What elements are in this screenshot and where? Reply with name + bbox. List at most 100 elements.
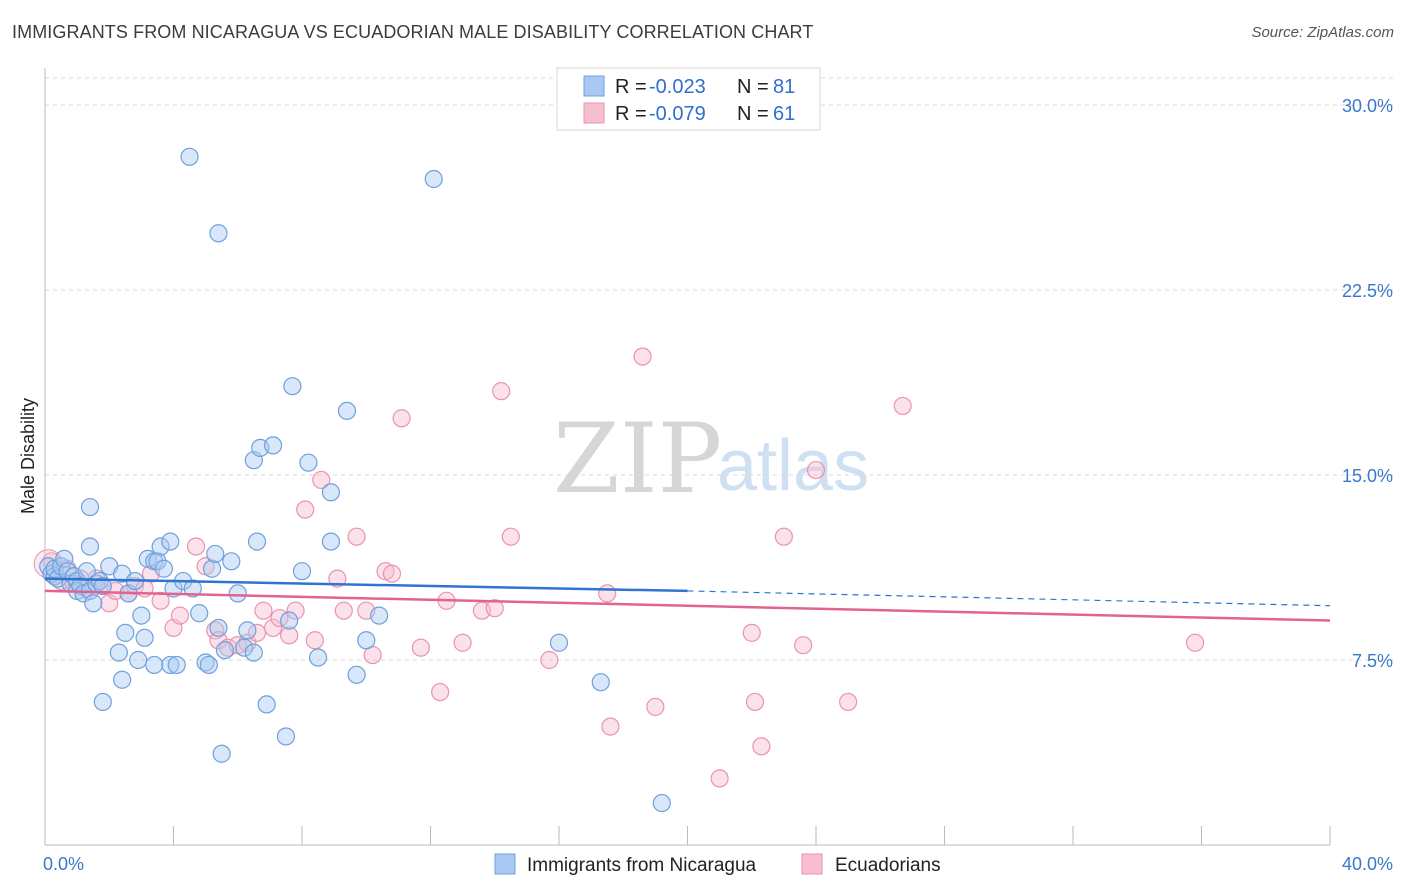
- legend-top: R = -0.023 N = 81 R = -0.079 N = 61: [556, 67, 821, 131]
- data-point-nicaragua: [151, 537, 170, 556]
- data-point-ecuadorians: [280, 626, 299, 645]
- legend-bottom-swatch-pink: [801, 853, 823, 875]
- data-point-ecuadorians: [286, 601, 305, 620]
- legend-swatch-pink: [583, 102, 605, 124]
- data-point-nicaragua: [80, 537, 100, 556]
- y-tick-label: 15.0%: [1342, 466, 1393, 486]
- data-point-nicaragua: [145, 655, 164, 675]
- data-point-ecuadorians: [598, 584, 617, 603]
- legend-r-label-blue: R =: [615, 76, 647, 98]
- data-point-ecuadorians: [492, 382, 511, 401]
- data-point-ecuadorians: [151, 591, 170, 610]
- data-point-nicaragua: [196, 653, 215, 672]
- data-point-ecuadorians: [347, 527, 366, 546]
- trend-line-nicaragua: [44, 577, 688, 593]
- data-point-nicaragua: [154, 559, 173, 578]
- data-point-nicaragua: [212, 744, 231, 763]
- data-point-ecuadorians: [263, 618, 283, 638]
- legend-n-value-pink: 61: [773, 103, 795, 125]
- data-point-nicaragua: [238, 621, 257, 640]
- data-point-ecuadorians: [305, 631, 324, 650]
- data-point-nicaragua: [90, 571, 109, 591]
- data-point-nicaragua: [299, 453, 318, 472]
- data-point-nicaragua: [93, 692, 112, 712]
- watermark-zip: ZIP: [553, 403, 722, 515]
- data-point-nicaragua: [244, 643, 263, 662]
- data-point-nicaragua: [161, 655, 180, 675]
- gridlines: [45, 77, 1395, 661]
- data-point-nicaragua: [280, 611, 299, 630]
- data-point-ecuadorians: [431, 682, 450, 702]
- chart-title: IMMIGRANTS FROM NICARAGUA VS ECUADORIAN …: [12, 22, 814, 42]
- data-point-ecuadorians: [646, 697, 665, 716]
- x-ticks: [44, 826, 1331, 845]
- data-point-ecuadorians: [745, 692, 765, 712]
- legend-n-value-blue: 81: [773, 76, 795, 98]
- data-point-nicaragua: [183, 579, 202, 598]
- data-point-ecuadorians: [633, 347, 652, 366]
- legend-bottom-label-ecuadorians: Ecuadorians: [835, 855, 941, 876]
- data-point-ecuadorians: [839, 692, 858, 712]
- data-point-ecuadorians: [186, 537, 206, 556]
- data-point-ecuadorians: [411, 638, 430, 657]
- legend-bottom: Immigrants from Nicaragua Ecuadorians: [494, 853, 941, 876]
- data-point-nicaragua: [112, 670, 132, 689]
- data-point-nicaragua: [276, 727, 296, 746]
- data-point-nicaragua: [190, 604, 209, 623]
- series-nicaragua-points: [39, 147, 671, 813]
- legend-r-value-blue: -0.023: [649, 76, 706, 98]
- data-point-ecuadorians: [209, 631, 228, 650]
- data-point-nicaragua: [228, 584, 247, 603]
- data-point-nicaragua: [116, 623, 135, 642]
- data-point-nicaragua: [199, 655, 218, 675]
- data-point-nicaragua: [292, 562, 312, 581]
- legend-n-label-blue: N =: [737, 76, 769, 98]
- data-point-nicaragua: [283, 377, 302, 396]
- data-point-nicaragua: [129, 650, 148, 670]
- data-point-ecuadorians: [601, 717, 620, 736]
- data-point-nicaragua: [135, 628, 154, 647]
- data-point-ecuadorians: [334, 601, 353, 620]
- data-point-nicaragua: [209, 618, 228, 638]
- data-point-nicaragua: [84, 594, 103, 613]
- chart-source: Source: ZipAtlas.com: [1251, 24, 1394, 41]
- y-tick-labels: 7.5% 15.0% 22.5% 30.0%: [1342, 96, 1393, 671]
- data-point-ecuadorians: [893, 396, 912, 416]
- data-point-ecuadorians: [206, 621, 225, 640]
- data-point-nicaragua: [347, 665, 366, 684]
- data-point-ecuadorians: [238, 633, 257, 652]
- data-point-ecuadorians: [794, 636, 813, 655]
- data-point-nicaragua: [263, 436, 283, 455]
- data-point-nicaragua: [180, 147, 199, 166]
- data-point-ecuadorians: [312, 470, 331, 490]
- legend-bottom-swatch-blue: [494, 853, 516, 875]
- data-point-nicaragua: [132, 606, 151, 625]
- data-point-nicaragua: [80, 497, 100, 517]
- data-point-nicaragua: [222, 552, 241, 571]
- data-point-ecuadorians: [485, 599, 504, 618]
- data-point-nicaragua: [206, 544, 225, 564]
- data-point-ecuadorians: [774, 527, 793, 546]
- legend-bottom-label-nicaragua: Immigrants from Nicaragua: [527, 855, 757, 876]
- legend-r-value-pink: -0.079: [649, 103, 706, 125]
- data-point-ecuadorians: [296, 500, 315, 519]
- watermark-atlas: atlas: [717, 426, 869, 506]
- data-point-ecuadorians: [453, 633, 472, 652]
- data-point-ecuadorians: [254, 601, 273, 620]
- data-point-ecuadorians: [1185, 633, 1205, 652]
- data-point-nicaragua: [235, 638, 254, 657]
- data-point-nicaragua: [308, 648, 328, 667]
- data-point-nicaragua: [209, 224, 228, 243]
- data-point-ecuadorians: [170, 606, 190, 625]
- data-point-ecuadorians: [540, 650, 559, 670]
- legend-r-label-pink: R =: [615, 103, 647, 125]
- y-tick-label: 30.0%: [1342, 96, 1393, 116]
- data-point-nicaragua: [549, 633, 569, 652]
- data-point-nicaragua: [109, 643, 128, 662]
- data-point-nicaragua: [161, 532, 180, 551]
- y-axis-label: Male Disability: [18, 398, 38, 514]
- data-point-ecuadorians: [328, 569, 347, 588]
- trend-lines: [44, 577, 1331, 622]
- data-point-ecuadorians: [752, 737, 771, 756]
